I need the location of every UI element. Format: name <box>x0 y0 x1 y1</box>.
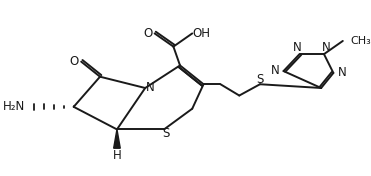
Text: S: S <box>162 127 170 140</box>
Polygon shape <box>114 129 120 148</box>
Text: N: N <box>271 64 279 77</box>
Text: S: S <box>256 73 264 86</box>
Text: O: O <box>143 27 152 40</box>
Text: OH: OH <box>193 27 211 40</box>
Text: N: N <box>322 41 330 54</box>
Text: N: N <box>338 65 346 78</box>
Text: N: N <box>145 81 154 95</box>
Text: H₂N: H₂N <box>3 100 25 113</box>
Text: O: O <box>69 55 78 68</box>
Text: N: N <box>293 41 302 54</box>
Text: H: H <box>112 149 121 162</box>
Text: CH₃: CH₃ <box>350 36 371 46</box>
